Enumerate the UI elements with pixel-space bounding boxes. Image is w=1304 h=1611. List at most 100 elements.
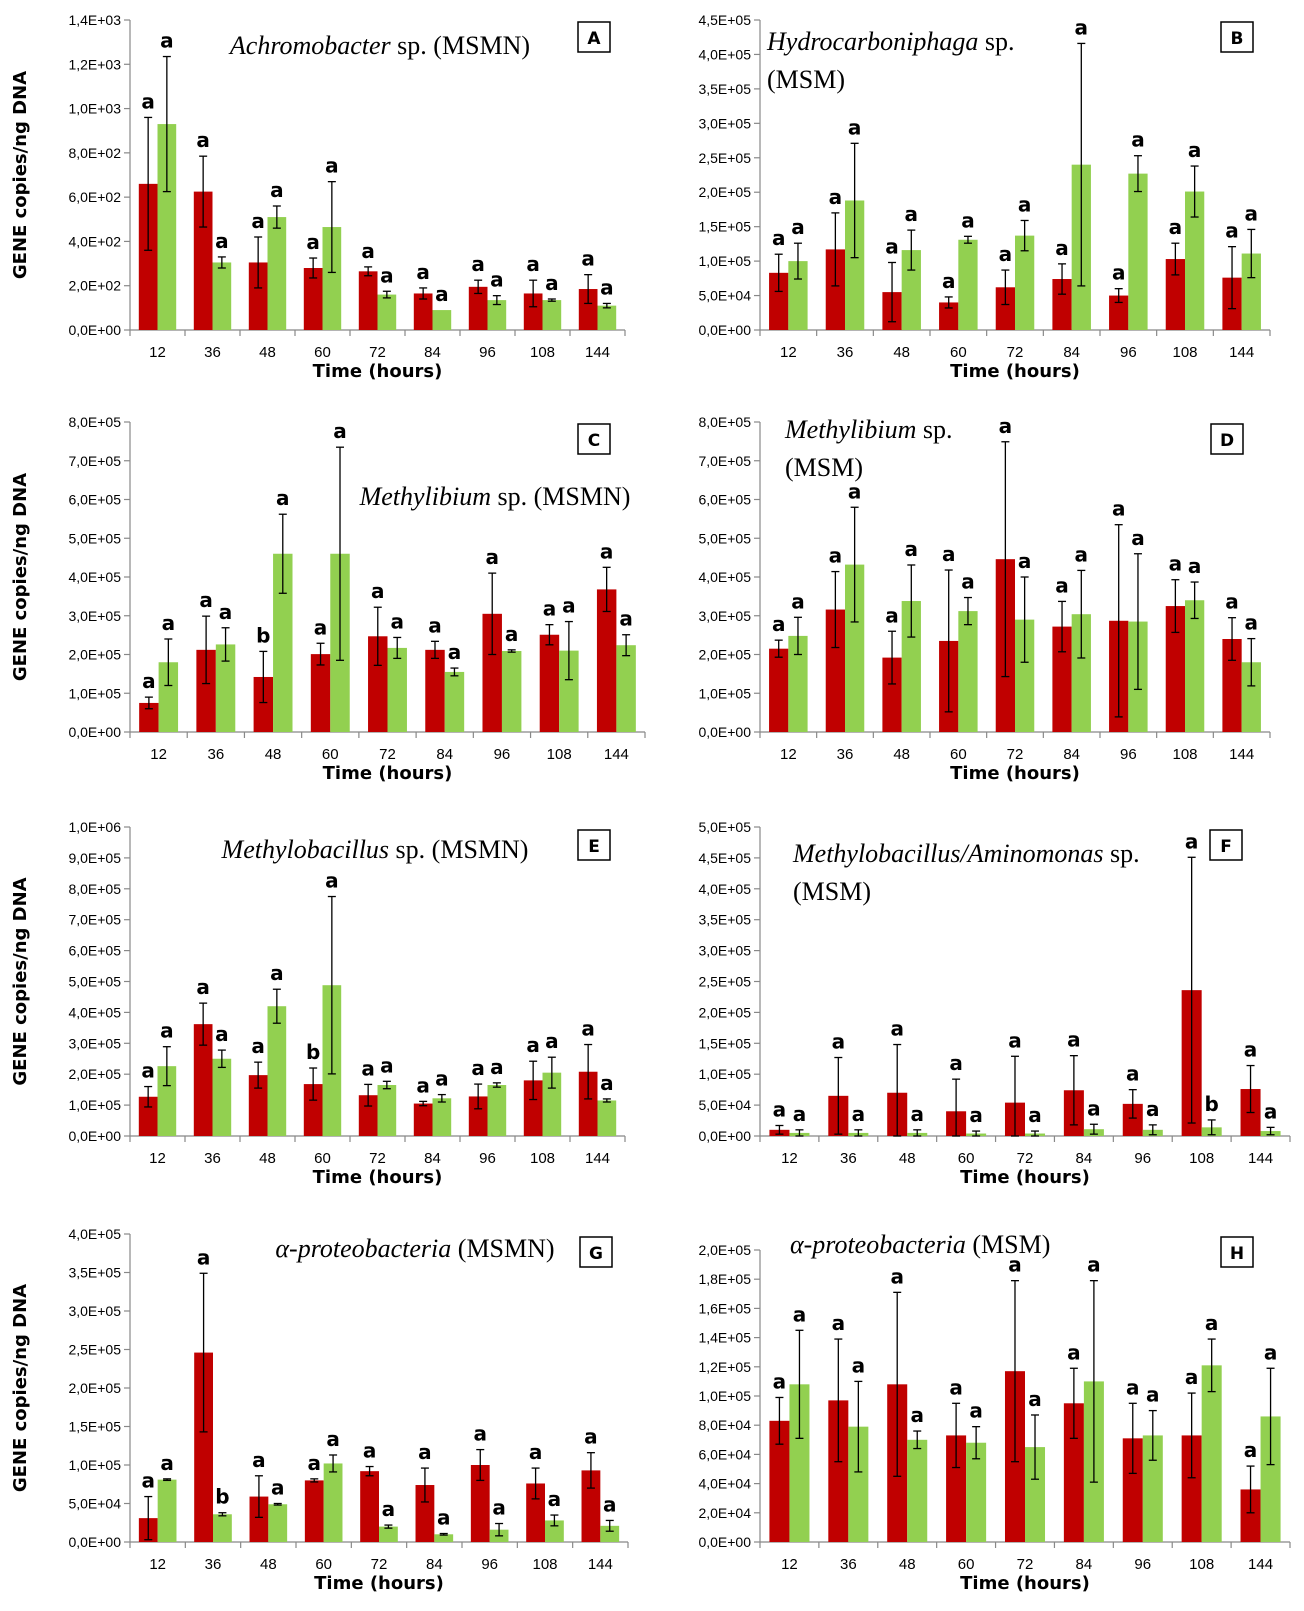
bar-red	[368, 636, 388, 732]
bar-red	[828, 1400, 849, 1542]
significance-letter: a	[1075, 542, 1089, 566]
significance-letter: a	[437, 1506, 451, 1530]
significance-letter: a	[199, 588, 213, 612]
significance-letter: a	[969, 1103, 983, 1127]
panel-a: 0,0E+00 2,0E+02 4,0E+02 6,0E+02 8,0E+02 1,0E+…	[10, 12, 626, 382]
x-tick-label: 144	[588, 1556, 613, 1573]
bar-red	[1122, 1103, 1143, 1136]
significance-letter: a	[1028, 1387, 1042, 1411]
x-tick-label: 144	[1248, 1150, 1273, 1167]
bar-green	[597, 1100, 617, 1136]
chart-title-line2: (MSM)	[793, 877, 871, 906]
y-tick-label: 0,0E+00	[698, 1534, 751, 1550]
significance-letter: a	[435, 282, 449, 306]
significance-letter: a	[196, 975, 210, 999]
significance-letter: a	[848, 115, 862, 139]
significance-letter: a	[448, 640, 462, 664]
y-tick-label: 1,2E+03	[68, 56, 121, 72]
x-tick-label: 96	[1120, 344, 1137, 361]
x-tick-label: 12	[781, 1150, 798, 1167]
bar-green	[1015, 235, 1035, 330]
significance-letter: a	[1188, 138, 1202, 162]
significance-letter: a	[196, 128, 210, 152]
chart-title: Methylobacillus sp. (MSMN)	[221, 835, 529, 864]
significance-letter: a	[380, 1053, 394, 1077]
significance-letter: a	[215, 1022, 229, 1046]
bar-green	[1015, 619, 1035, 732]
significance-letter: a	[529, 1440, 543, 1464]
y-tick-label: 1,8E+05	[698, 1271, 751, 1287]
bar-green	[212, 1058, 232, 1136]
y-tick-label: 3,0E+05	[698, 943, 751, 959]
x-tick-label: 96	[481, 1556, 498, 1573]
x-tick-label: 36	[204, 344, 221, 361]
y-tick-label: 3,0E+05	[698, 608, 751, 624]
x-tick-label: 12	[149, 344, 166, 361]
chart-title: Methylibium sp.	[784, 415, 953, 444]
y-tick-label: 2,5E+05	[698, 974, 751, 990]
x-tick-label: 84	[424, 344, 441, 361]
panel-tag: G	[589, 1244, 603, 1264]
significance-letter: a	[416, 260, 430, 284]
bar-red	[468, 1096, 488, 1136]
x-tick-label: 84	[1076, 1556, 1093, 1573]
chart-title: α-proteobacteria (MSMN)	[275, 1234, 554, 1263]
x-tick-label: 96	[1120, 746, 1137, 763]
significance-letter: a	[1264, 1099, 1278, 1123]
significance-letter: a	[1264, 1340, 1278, 1364]
y-tick-label: 5,0E+05	[698, 530, 751, 546]
bar-green	[907, 1439, 928, 1542]
bar-green	[788, 635, 808, 732]
bar-green	[273, 553, 293, 732]
significance-letter: a	[1126, 1062, 1140, 1086]
bar-green	[157, 124, 177, 330]
y-tick-label: 1,0E+05	[68, 685, 121, 701]
x-tick-label: 12	[150, 746, 167, 763]
significance-letter: a	[219, 600, 233, 624]
y-tick-label: 1,5E+05	[698, 219, 751, 235]
y-tick-label: 8,0E+05	[68, 881, 121, 897]
y-tick-label: 5,0E+05	[698, 819, 751, 835]
significance-letter: a	[543, 597, 557, 621]
bar-red	[194, 1352, 213, 1542]
significance-letter: a	[832, 1030, 846, 1054]
x-tick-label: 72	[1007, 746, 1024, 763]
y-tick-label: 3,0E+05	[68, 1303, 121, 1319]
bar-red	[413, 293, 433, 330]
title-taxon: α-proteobacteria	[275, 1234, 451, 1263]
y-tick-label: 5,0E+04	[698, 1097, 751, 1113]
significance-letter: a	[772, 226, 786, 250]
y-tick-label: 1,0E+05	[68, 1457, 121, 1473]
significance-letter: a	[1008, 1253, 1022, 1277]
bar-green	[387, 647, 407, 732]
significance-letter: a	[1008, 1028, 1022, 1052]
x-tick-label: 60	[315, 1556, 332, 1573]
significance-letter: a	[1146, 1097, 1160, 1121]
significance-letter: a	[141, 89, 155, 113]
bar-red	[413, 1103, 433, 1136]
significance-letter: a	[428, 613, 442, 637]
bar-red	[138, 183, 158, 330]
significance-letter: a	[382, 1497, 396, 1521]
bar-green	[845, 564, 865, 732]
significance-letter: a	[961, 208, 975, 232]
significance-letter: a	[526, 1033, 540, 1057]
bar-red	[578, 1071, 598, 1136]
x-tick-label: 72	[371, 1556, 388, 1573]
y-tick-label: 2,5E+05	[698, 150, 751, 166]
bar-red	[1222, 639, 1242, 732]
title-rest: sp.	[978, 27, 1014, 56]
bar-red	[1165, 606, 1185, 732]
x-tick-label: 60	[314, 1150, 331, 1167]
panel-tag-box	[577, 423, 611, 455]
significance-letter: a	[251, 1034, 265, 1058]
bar-red	[1052, 626, 1072, 732]
x-tick-label: 60	[958, 1150, 975, 1167]
y-tick-label: 1,0E+05	[68, 1097, 121, 1113]
y-tick-label: 1,5E+05	[698, 1035, 751, 1051]
bar-green	[377, 294, 397, 330]
x-tick-label: 36	[204, 1150, 221, 1167]
significance-letter: a	[910, 1403, 924, 1427]
bar-red	[248, 1075, 268, 1136]
panel-tag-box	[579, 1236, 613, 1268]
